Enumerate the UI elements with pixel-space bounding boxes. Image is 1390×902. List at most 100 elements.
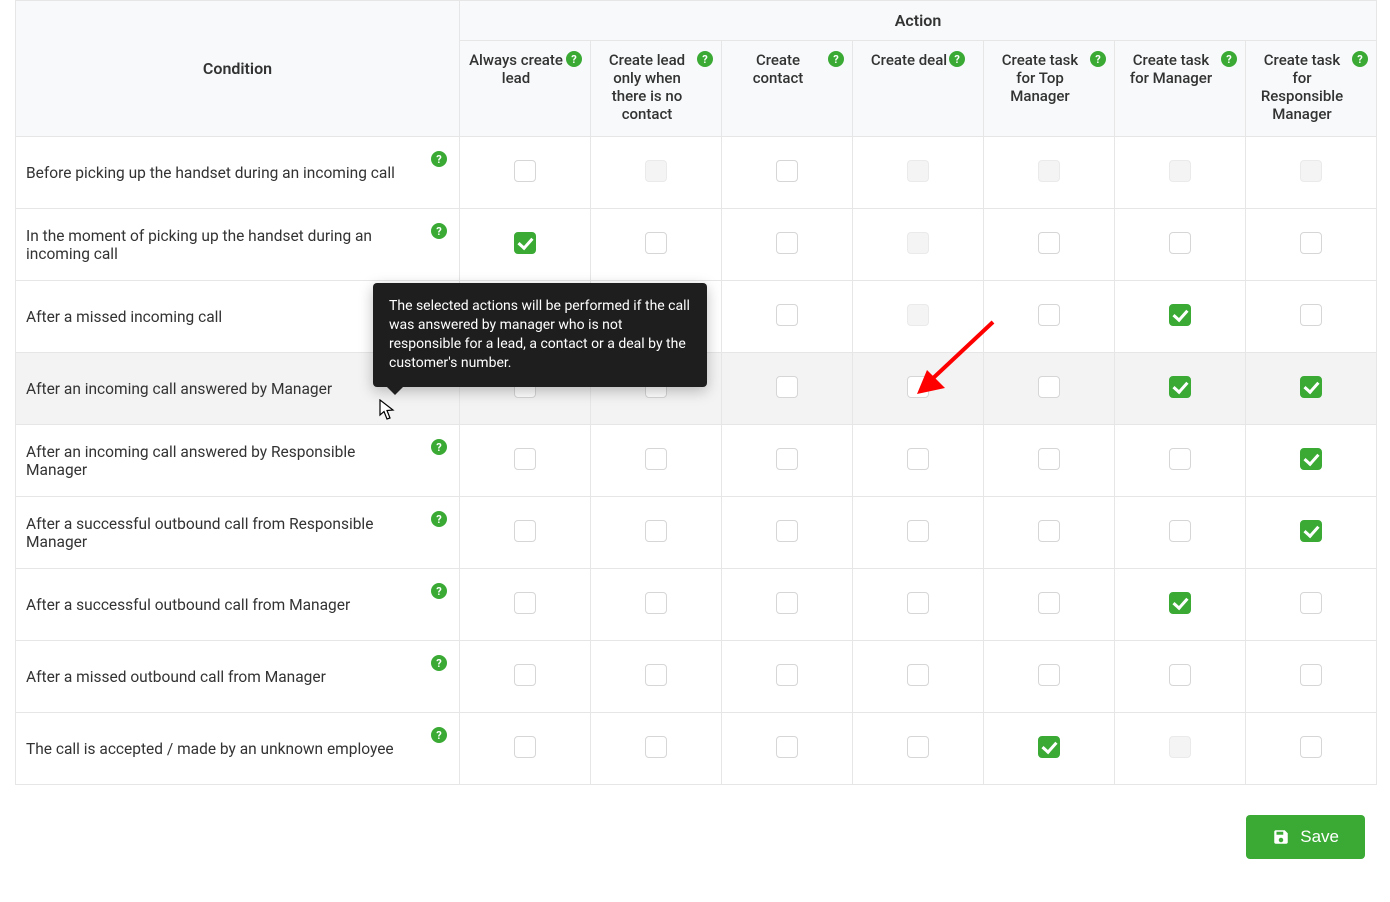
checkbox-cell (853, 569, 984, 641)
help-icon[interactable]: ? (431, 727, 447, 743)
action-header: Action (460, 1, 1377, 41)
help-icon[interactable]: ? (1221, 51, 1237, 67)
checkbox[interactable] (1300, 592, 1322, 614)
checkbox[interactable] (1300, 736, 1322, 758)
checkbox[interactable] (514, 520, 536, 542)
checkbox-cell (853, 209, 984, 281)
help-icon[interactable]: ? (431, 655, 447, 671)
checkbox-cell (460, 497, 591, 569)
checkbox[interactable] (1038, 592, 1060, 614)
help-icon[interactable]: ? (949, 51, 965, 67)
help-icon[interactable]: ? (431, 511, 447, 527)
help-icon[interactable]: ? (431, 223, 447, 239)
checkbox (645, 160, 667, 182)
checkbox[interactable] (1038, 520, 1060, 542)
checkbox-cell (591, 641, 722, 713)
checkbox[interactable] (645, 448, 667, 470)
help-icon[interactable]: ? (431, 439, 447, 455)
checkbox[interactable] (645, 592, 667, 614)
checkbox[interactable] (514, 592, 536, 614)
checkbox[interactable] (1038, 304, 1060, 326)
checkbox[interactable] (776, 376, 798, 398)
save-button[interactable]: Save (1246, 815, 1365, 859)
help-icon[interactable]: ? (431, 583, 447, 599)
checkbox-cell (984, 641, 1115, 713)
checkbox[interactable] (1169, 520, 1191, 542)
checkbox-cell (460, 713, 591, 785)
action-column-header: Create deal? (853, 41, 984, 137)
help-icon[interactable]: ? (431, 151, 447, 167)
checkbox[interactable] (645, 736, 667, 758)
checkbox[interactable] (645, 520, 667, 542)
checkbox[interactable] (776, 736, 798, 758)
checkbox[interactable] (1038, 736, 1060, 758)
checkbox-cell (722, 425, 853, 497)
checkbox-cell (722, 353, 853, 425)
table-row: After a successful outbound call from Re… (16, 497, 1377, 569)
checkbox-cell (1115, 209, 1246, 281)
action-column-label: Create deal (871, 51, 947, 69)
condition-cell: In the moment of picking up the handset … (16, 209, 460, 281)
condition-label: Before picking up the handset during an … (26, 164, 395, 182)
checkbox[interactable] (776, 232, 798, 254)
checkbox[interactable] (776, 592, 798, 614)
checkbox-cell (853, 281, 984, 353)
help-icon[interactable]: ? (697, 51, 713, 67)
checkbox[interactable] (907, 664, 929, 686)
checkbox[interactable] (1300, 304, 1322, 326)
checkbox[interactable] (1169, 376, 1191, 398)
checkbox[interactable] (514, 664, 536, 686)
checkbox[interactable] (645, 664, 667, 686)
action-column-header: Create lead only when there is no contac… (591, 41, 722, 137)
checkbox[interactable] (776, 160, 798, 182)
checkbox-cell (984, 353, 1115, 425)
checkbox[interactable] (1169, 232, 1191, 254)
condition-label: The call is accepted / made by an unknow… (26, 740, 394, 758)
help-icon[interactable]: ? (1090, 51, 1106, 67)
checkbox[interactable] (776, 520, 798, 542)
checkbox[interactable] (776, 664, 798, 686)
footer: Save (15, 785, 1375, 879)
action-column-header: Create task for Top Manager? (984, 41, 1115, 137)
help-icon[interactable]: ? (1352, 51, 1368, 67)
checkbox[interactable] (514, 448, 536, 470)
checkbox-cell (1246, 353, 1377, 425)
checkbox-cell (722, 569, 853, 641)
checkbox[interactable] (514, 736, 536, 758)
checkbox-cell (591, 569, 722, 641)
checkbox[interactable] (907, 520, 929, 542)
checkbox[interactable] (1038, 232, 1060, 254)
condition-label: After an incoming call answered by Manag… (26, 380, 332, 398)
help-icon[interactable]: ? (566, 51, 582, 67)
action-column-label: Create task for Top Manager (992, 51, 1088, 105)
checkbox[interactable] (1169, 448, 1191, 470)
tooltip-text: The selected actions will be performed i… (389, 298, 690, 371)
checkbox[interactable] (514, 160, 536, 182)
checkbox-cell (1115, 713, 1246, 785)
checkbox[interactable] (1300, 448, 1322, 470)
checkbox-cell (722, 641, 853, 713)
checkbox[interactable] (907, 448, 929, 470)
checkbox[interactable] (1169, 664, 1191, 686)
checkbox[interactable] (776, 304, 798, 326)
checkbox[interactable] (1038, 448, 1060, 470)
checkbox[interactable] (1169, 592, 1191, 614)
checkbox[interactable] (776, 448, 798, 470)
checkbox[interactable] (1038, 664, 1060, 686)
checkbox[interactable] (1300, 664, 1322, 686)
checkbox[interactable] (514, 232, 536, 254)
checkbox-cell (853, 425, 984, 497)
checkbox (1038, 160, 1060, 182)
action-column-header: Create task for Responsible Manager? (1246, 41, 1377, 137)
checkbox[interactable] (907, 376, 929, 398)
checkbox[interactable] (1300, 232, 1322, 254)
checkbox[interactable] (907, 592, 929, 614)
condition-cell: After a successful outbound call from Ma… (16, 569, 460, 641)
checkbox[interactable] (1300, 376, 1322, 398)
help-icon[interactable]: ? (828, 51, 844, 67)
checkbox[interactable] (907, 736, 929, 758)
checkbox[interactable] (1169, 304, 1191, 326)
checkbox[interactable] (1300, 520, 1322, 542)
checkbox[interactable] (645, 232, 667, 254)
checkbox[interactable] (1038, 376, 1060, 398)
